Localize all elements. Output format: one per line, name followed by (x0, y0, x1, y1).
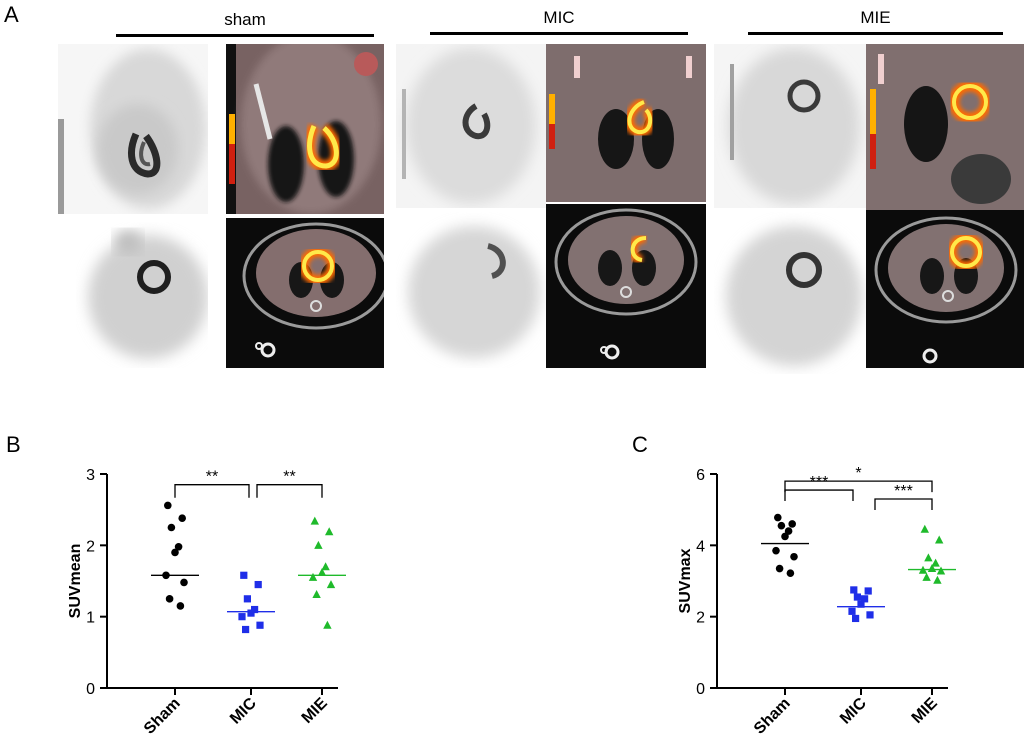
y-tick-label: 0 (696, 681, 705, 698)
sham-data-point (165, 595, 174, 603)
mie-data-point (326, 580, 336, 589)
mie-pet-coronal-image (714, 44, 866, 208)
sham-data-point (167, 523, 176, 532)
group-label-sham: sham (224, 10, 266, 29)
mie-data-point (321, 562, 330, 571)
mic-data-point (254, 580, 262, 589)
y-tick-label: 1 (86, 610, 95, 627)
y-tick-label: 4 (696, 538, 705, 555)
mic-data-point (852, 614, 860, 623)
sham-petct-coronal-image (226, 44, 384, 214)
group-bar-sham (116, 34, 374, 37)
sham-petct-axial-image (226, 218, 384, 368)
y-axis-title: SUVmean (67, 544, 84, 619)
mic-data-point (857, 600, 865, 608)
mie-data-point (920, 524, 929, 533)
sham-data-point (777, 521, 786, 530)
mic-petct-axial-image (546, 204, 706, 368)
mie-petct-axial-image (866, 210, 1024, 368)
sham-data-point (772, 546, 780, 555)
mie-pet-axial-image (714, 208, 866, 374)
y-tick-label: 2 (696, 610, 705, 627)
x-tick-label: Sham (141, 695, 184, 738)
mic-data-point (853, 593, 861, 601)
significance-label: *** (810, 474, 829, 491)
mic-data-point (866, 611, 874, 619)
x-tick-label: MIC (837, 694, 870, 727)
mic-data-point (240, 571, 248, 579)
y-axis-title: SUVmax (677, 548, 694, 613)
sham-data-point (786, 569, 795, 577)
panel-label-c: C (632, 432, 648, 457)
y-tick-label: 0 (86, 681, 95, 698)
sham-data-point (180, 578, 188, 587)
y-tick-label: 2 (86, 538, 95, 555)
panel-label-b: B (6, 432, 21, 457)
mic-data-point (251, 605, 259, 614)
significance-bracket (256, 484, 323, 498)
significance-bracket (784, 489, 854, 502)
x-tick-label: MIE (299, 695, 331, 727)
mie-data-point (935, 535, 944, 544)
mie-data-point (310, 516, 319, 525)
mic-data-point (864, 587, 872, 595)
significance-bracket (874, 498, 933, 510)
mie-data-point (308, 572, 318, 581)
mic-data-point (238, 613, 246, 621)
mie-data-point (323, 620, 332, 629)
sham-data-point (164, 501, 172, 510)
sham-data-point (178, 514, 186, 523)
group-label-mie: MIE (860, 8, 891, 27)
mie-data-point (314, 540, 323, 549)
significance-label: ** (206, 469, 218, 486)
significance-label: ** (283, 469, 295, 486)
significance-bracket (784, 480, 933, 493)
sham-data-point (174, 542, 183, 551)
mie-data-point (936, 566, 946, 575)
mie-data-point (317, 567, 327, 576)
x-tick-label: Sham (751, 695, 794, 738)
sham-pet-coronal-image (58, 44, 208, 214)
mic-data-point (848, 607, 856, 615)
mic-data-point (243, 595, 251, 603)
mic-pet-axial-image (396, 210, 546, 368)
sham-data-point (176, 602, 185, 610)
significance-label: * (855, 465, 861, 482)
sham-data-point (774, 513, 782, 522)
mie-data-point (922, 572, 931, 581)
sham-data-point (784, 527, 793, 535)
mic-data-point (850, 586, 858, 594)
mic-data-point (861, 595, 869, 603)
sham-data-point (781, 532, 789, 541)
sham-data-point (171, 548, 179, 557)
group-bar-mie (748, 32, 1003, 35)
panel-label-a: A (4, 2, 19, 27)
sham-pet-axial-image (58, 222, 208, 368)
x-tick-label: MIE (909, 695, 941, 727)
mic-data-point (242, 625, 250, 634)
significance-label: *** (894, 483, 913, 500)
group-bar-mic (430, 32, 688, 35)
sham-data-point (775, 564, 784, 573)
mic-data-point (256, 621, 264, 629)
group-label-mic: MIC (543, 8, 575, 27)
mie-data-point (931, 558, 940, 567)
mic-data-point (247, 609, 255, 617)
mic-pet-coronal-image (396, 44, 546, 208)
mie-petct-coronal-image (866, 44, 1024, 210)
mie-data-point (312, 590, 321, 599)
mic-petct-coronal-image (546, 44, 706, 202)
significance-bracket (174, 484, 250, 498)
x-tick-label: MIC (227, 694, 260, 727)
y-tick-label: 6 (696, 467, 705, 484)
suvmean-scatter-chart: 0 1 2 3 SUVmean Sham MIC MIE ** ** (67, 467, 346, 738)
mie-data-point (933, 575, 942, 584)
y-tick-label: 3 (86, 467, 95, 484)
mie-data-point (924, 553, 933, 562)
sham-data-point (790, 552, 798, 561)
sham-data-point (788, 520, 796, 528)
mie-data-point (325, 527, 334, 536)
